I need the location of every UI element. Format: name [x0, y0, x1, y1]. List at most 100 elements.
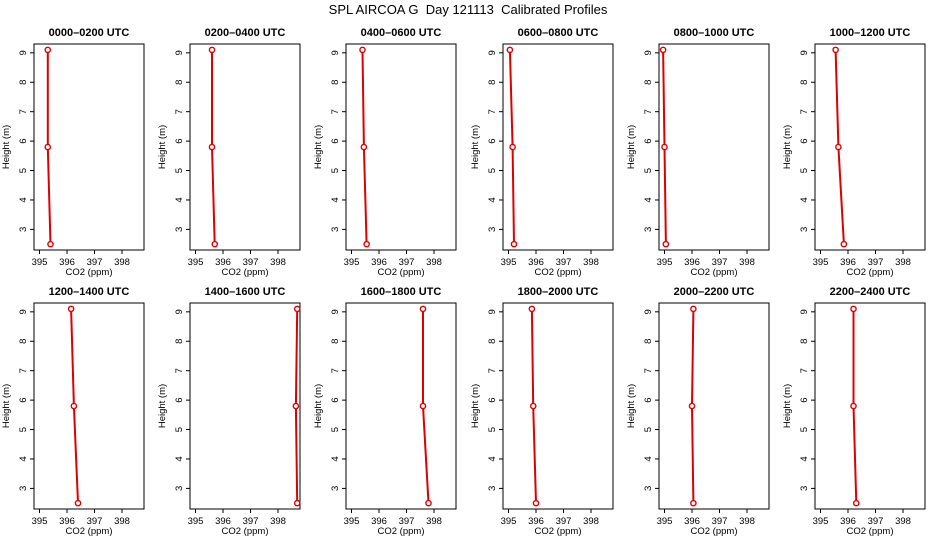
x-tick-label: 395	[32, 257, 48, 268]
x-tick-label: 398	[895, 257, 911, 268]
y-tick-label: 9	[487, 309, 498, 314]
x-axis-label: CO2 (ppm)	[378, 267, 425, 278]
y-tick-label: 8	[643, 339, 654, 344]
y-tick-label: 4	[487, 197, 498, 202]
plot-frame	[814, 43, 926, 251]
panel-title: 1800–2000 UTC	[518, 286, 599, 298]
y-tick-label: 6	[18, 397, 29, 402]
data-point	[70, 402, 78, 410]
panel-title: 0400–0600 UTC	[361, 27, 442, 39]
x-tick-label: 397	[712, 257, 728, 268]
y-axis-label: Height (m)	[1, 384, 12, 428]
plot-frame	[502, 43, 614, 251]
x-axis-label: CO2 (ppm)	[847, 267, 894, 278]
data-point	[661, 143, 668, 151]
y-tick-label: 4	[174, 197, 185, 202]
y-tick-label: 6	[799, 397, 810, 402]
y-tick-label: 4	[330, 197, 341, 202]
x-tick-label: 396	[215, 257, 231, 268]
y-tick-label: 8	[18, 80, 29, 85]
y-tick-label: 7	[174, 368, 185, 373]
x-axis-label: CO2 (ppm)	[847, 526, 894, 537]
y-tick-label: 6	[643, 397, 654, 402]
x-tick-label: 398	[426, 257, 442, 268]
x-tick-label: 396	[528, 516, 544, 527]
x-tick-label: 398	[739, 516, 755, 527]
x-axis-label: CO2 (ppm)	[691, 526, 738, 537]
data-point	[506, 46, 514, 54]
panel-title: 0000–0200 UTC	[49, 27, 130, 39]
panel-title: 2200–2400 UTC	[830, 286, 911, 298]
x-tick-label: 397	[556, 257, 572, 268]
plot-frame	[345, 43, 457, 251]
data-point	[44, 46, 52, 54]
y-tick-label: 5	[174, 168, 185, 173]
x-tick-label: 396	[528, 257, 544, 268]
y-tick-label: 6	[330, 397, 341, 402]
plot-frame	[189, 302, 301, 510]
y-tick-label: 4	[174, 456, 185, 461]
x-tick-label: 396	[684, 257, 700, 268]
y-tick-label: 6	[18, 138, 29, 143]
y-tick-label: 7	[799, 109, 810, 114]
x-axis-label: CO2 (ppm)	[222, 267, 269, 278]
x-axis-label: CO2 (ppm)	[66, 526, 113, 537]
x-tick-label: 397	[87, 516, 103, 527]
x-axis-label: CO2 (ppm)	[66, 267, 113, 278]
x-tick-label: 395	[813, 257, 829, 268]
x-tick-label: 395	[344, 516, 360, 527]
x-tick-label: 398	[739, 257, 755, 268]
data-point	[662, 240, 670, 248]
y-tick-label: 4	[799, 197, 810, 202]
y-tick-label: 8	[330, 339, 341, 344]
y-tick-label: 9	[799, 50, 810, 55]
y-tick-label: 8	[174, 339, 185, 344]
data-point	[532, 499, 540, 507]
data-point	[850, 402, 857, 410]
y-tick-label: 6	[643, 138, 654, 143]
plot-frame	[658, 302, 770, 510]
y-tick-label: 9	[174, 309, 185, 314]
data-point	[419, 305, 427, 313]
x-tick-label: 396	[215, 516, 231, 527]
y-tick-label: 4	[330, 456, 341, 461]
data-point	[850, 305, 857, 313]
y-tick-label: 7	[330, 109, 341, 114]
data-point	[360, 143, 368, 151]
y-tick-label: 5	[643, 168, 654, 173]
y-tick-label: 6	[330, 138, 341, 143]
x-tick-label: 395	[501, 516, 517, 527]
plot-frame	[345, 302, 457, 510]
panel-title: 0600–0800 UTC	[518, 27, 599, 39]
y-tick-label: 3	[487, 227, 498, 232]
y-axis-label: Height (m)	[1, 125, 12, 169]
panel-title: 1400–1600 UTC	[205, 286, 286, 298]
y-tick-label: 9	[330, 309, 341, 314]
y-tick-label: 8	[487, 80, 498, 85]
y-tick-label: 7	[799, 368, 810, 373]
data-point	[74, 499, 82, 507]
y-tick-label: 3	[174, 227, 185, 232]
y-tick-label: 5	[18, 427, 29, 432]
panel-title: 1000–1200 UTC	[830, 27, 911, 39]
panel-title: 2000–2200 UTC	[674, 286, 755, 298]
data-point	[529, 402, 537, 410]
y-tick-label: 6	[487, 138, 498, 143]
y-axis-label: Height (m)	[470, 384, 481, 428]
x-tick-label: 395	[501, 257, 517, 268]
y-tick-label: 5	[330, 168, 341, 173]
y-tick-label: 4	[643, 197, 654, 202]
y-tick-label: 5	[799, 427, 810, 432]
plot-frame	[658, 43, 770, 251]
y-tick-label: 4	[18, 197, 29, 202]
y-tick-label: 6	[174, 397, 185, 402]
y-tick-label: 7	[330, 368, 341, 373]
x-tick-label: 396	[840, 516, 856, 527]
y-axis-label: Height (m)	[157, 384, 168, 428]
